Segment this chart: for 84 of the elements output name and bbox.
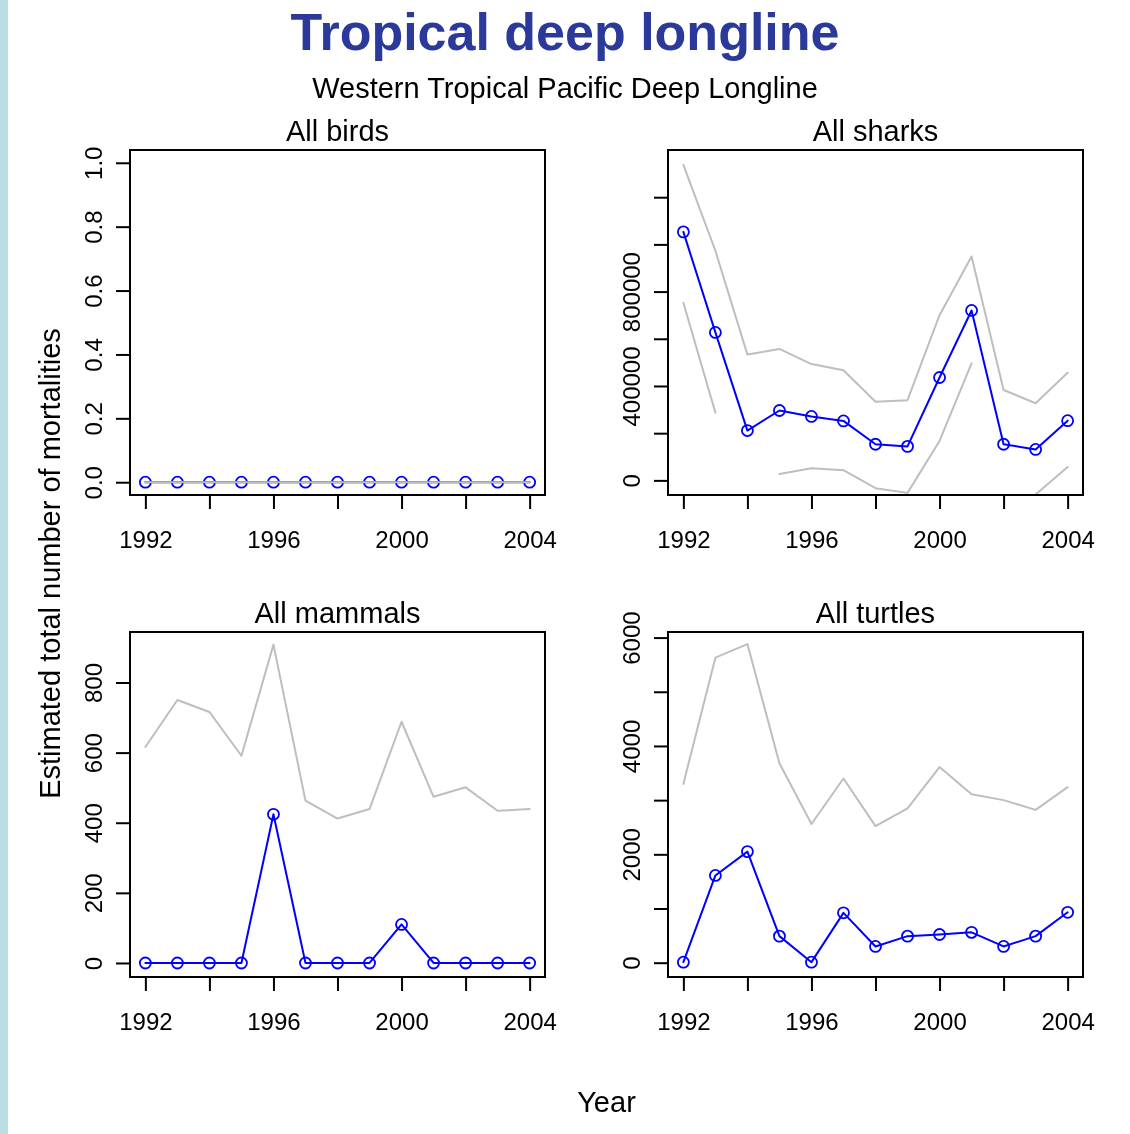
point: [1061, 414, 1075, 428]
point: [901, 439, 914, 453]
y-tick-label: 800000: [618, 252, 646, 333]
y-tick-label: 0.2: [80, 402, 108, 436]
point: [676, 225, 690, 239]
point: [933, 928, 946, 941]
x-tick-label: 1996: [785, 1008, 839, 1036]
point: [299, 956, 312, 970]
point: [1061, 905, 1075, 919]
point: [491, 956, 505, 970]
chart-title: All birds: [285, 115, 390, 147]
point: [235, 956, 248, 970]
chart-title: All turtles: [815, 597, 936, 629]
point: [965, 304, 978, 317]
point: [708, 869, 722, 882]
point: [459, 956, 472, 970]
x-tick-label: 1996: [247, 1008, 301, 1036]
point: [741, 424, 754, 437]
point: [997, 940, 1010, 953]
point: [138, 956, 152, 970]
point: [427, 956, 440, 970]
point: [837, 414, 850, 428]
x-tick-label: 1992: [119, 1008, 173, 1036]
x-tick-label: 2000: [375, 1008, 429, 1036]
y-tick-label: 2000: [618, 828, 646, 882]
point: [869, 940, 882, 953]
x-tick-label: 2004: [503, 526, 557, 554]
chart-title: All mammals: [254, 597, 421, 629]
x-tick-label: 2004: [1041, 526, 1095, 554]
y-tick-label: 800: [80, 662, 108, 704]
point: [997, 437, 1010, 451]
point: [773, 404, 786, 417]
point: [1029, 929, 1043, 943]
point: [267, 807, 280, 821]
chart-title: All sharks: [812, 115, 939, 147]
y-tick-label: 400: [80, 803, 108, 844]
y-tick-label: 1.0: [80, 146, 108, 180]
y-tick-label: 0.4: [80, 338, 108, 372]
y-tick-label: 0.6: [80, 274, 108, 308]
x-tick-label: 1992: [657, 526, 711, 554]
point: [933, 371, 946, 384]
point: [708, 326, 722, 339]
point: [1029, 443, 1043, 456]
y-tick-label: 0: [80, 956, 108, 971]
y-tick-label: 0: [618, 956, 646, 970]
point: [965, 925, 978, 939]
point: [901, 929, 914, 943]
point: [331, 956, 344, 970]
x-axis-title: Year: [577, 1086, 637, 1118]
y-tick-label: 400000: [618, 346, 646, 427]
x-tick-label: 2004: [503, 1008, 557, 1036]
x-tick-label: 1996: [247, 526, 301, 554]
point: [170, 956, 184, 970]
y-tick-label: 0: [618, 474, 646, 488]
point: [805, 410, 818, 423]
text: Western Tropical Pacific Deep Longline: [312, 72, 818, 104]
point: [837, 906, 850, 920]
x-tick-label: 1992: [119, 526, 173, 554]
text: Tropical deep longline: [290, 3, 840, 61]
point: [869, 437, 882, 451]
point: [395, 918, 408, 931]
point: [676, 955, 690, 969]
x-tick-label: 1996: [785, 526, 839, 554]
x-tick-label: 2000: [375, 526, 429, 554]
y-tick-label: 4000: [618, 719, 646, 774]
x-tick-label: 2000: [913, 526, 967, 554]
point: [741, 845, 754, 859]
y-tick-label: 600: [80, 733, 108, 774]
x-tick-label: 2004: [1041, 1008, 1095, 1036]
line-series: [682, 163, 1069, 405]
y-axis-title: Estimated total number of mortalities: [34, 328, 67, 799]
point: [773, 929, 786, 943]
line-series: [682, 643, 1069, 828]
line-series: [144, 643, 531, 820]
point: [203, 956, 216, 970]
point: [363, 956, 376, 970]
y-tick-label: 0.8: [80, 210, 108, 244]
y-tick-label: 200: [80, 873, 108, 914]
x-tick-label: 2000: [913, 1008, 967, 1036]
point: [805, 955, 818, 969]
y-tick-label: 6000: [618, 611, 646, 665]
point: [523, 956, 537, 970]
y-tick-label: 0.0: [80, 466, 108, 500]
x-tick-label: 1992: [657, 1008, 711, 1036]
